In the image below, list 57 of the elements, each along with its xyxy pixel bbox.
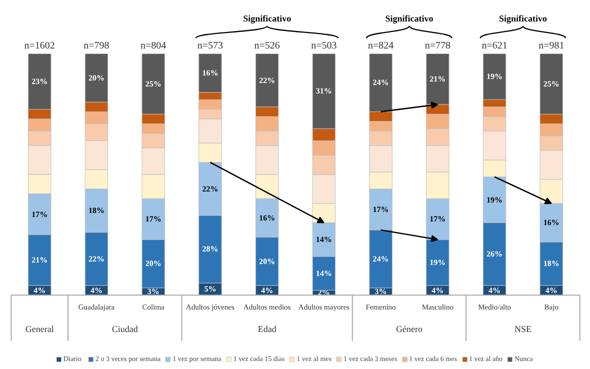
data-label: 18% <box>543 259 560 268</box>
text: NSE <box>514 324 532 334</box>
text: n=824 <box>368 40 394 52</box>
data-label: 4% <box>432 286 444 295</box>
text: n=981 <box>538 40 564 52</box>
text: Género <box>396 324 423 334</box>
data-label: 20% <box>88 73 104 82</box>
text: Edad <box>258 324 277 334</box>
data-label: 19% <box>486 72 503 82</box>
text: Significativo <box>243 14 292 24</box>
data-label: 18% <box>88 206 104 216</box>
data-label: 16% <box>543 218 560 228</box>
data-label: 19% <box>486 195 503 204</box>
data-label: 22% <box>88 254 104 264</box>
data-label: 24% <box>372 78 389 88</box>
text: n=503 <box>311 40 337 52</box>
data-label: 3% <box>147 286 160 296</box>
data-label: 16% <box>202 68 218 78</box>
data-label: 21% <box>32 256 48 265</box>
text: Significativo <box>385 14 434 24</box>
text: n=804 <box>140 40 166 52</box>
data-label: 21% <box>430 74 446 84</box>
data-label: 5% <box>204 284 216 294</box>
data-label: 23% <box>32 77 48 86</box>
data-label: 16% <box>259 213 276 222</box>
text: n=573 <box>197 40 224 52</box>
text: Significativo <box>498 14 548 24</box>
data-label: 20% <box>145 259 162 268</box>
data-label: 17% <box>145 214 162 224</box>
data-label: 4% <box>261 286 274 295</box>
data-label: 22% <box>202 184 218 194</box>
text: n=778 <box>424 40 450 52</box>
data-label: 4% <box>488 286 501 295</box>
text: n=1602 <box>24 40 55 52</box>
data-label: 14% <box>316 268 332 278</box>
text: Ciudad <box>112 324 138 334</box>
text: n=798 <box>84 40 110 52</box>
text: n=621 <box>482 40 508 52</box>
data-label: 24% <box>372 254 389 264</box>
data-label: 4% <box>34 286 46 295</box>
data-label: 25% <box>145 79 162 88</box>
data-label: 26% <box>486 250 503 259</box>
data-label: 4% <box>90 286 102 295</box>
data-label: 17% <box>372 204 389 214</box>
data-label: 17% <box>430 214 446 224</box>
data-label: 19% <box>430 258 446 268</box>
data-label: 14% <box>316 235 332 244</box>
data-label: 3% <box>374 286 387 296</box>
data-label: 20% <box>259 256 276 266</box>
data-label: 31% <box>316 86 332 96</box>
text: General <box>25 324 54 334</box>
data-label: 22% <box>259 76 276 85</box>
data-label: 28% <box>202 244 218 254</box>
data-label: 4% <box>545 286 558 295</box>
data-label: 17% <box>32 210 48 219</box>
data-label: 25% <box>543 79 560 88</box>
text: n=526 <box>254 40 280 52</box>
